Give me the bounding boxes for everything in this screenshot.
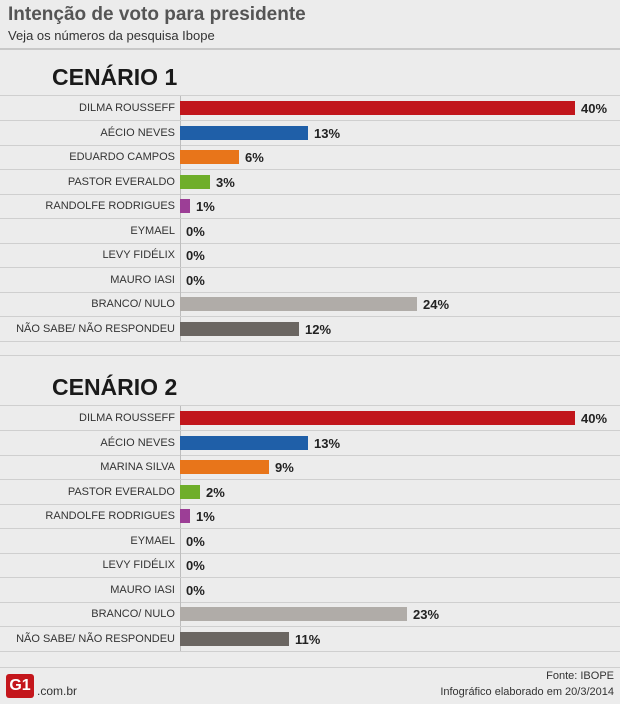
bar bbox=[180, 101, 575, 115]
bar bbox=[180, 297, 417, 311]
category-label: AÉCIO NEVES bbox=[100, 436, 175, 449]
bar bbox=[180, 435, 308, 450]
bar-row: MARINA SILVA 9% bbox=[0, 455, 620, 480]
category-label: RANDOLFE RODRIGUES bbox=[45, 200, 175, 212]
bar-row: MAURO IASI 0% bbox=[0, 267, 620, 293]
category-label: MAURO IASI bbox=[110, 583, 175, 596]
value-label: 0% bbox=[186, 558, 205, 573]
bar-row: RANDOLFE RODRIGUES 1% bbox=[0, 194, 620, 219]
section-divider bbox=[0, 355, 620, 356]
value-label: 11% bbox=[295, 631, 321, 647]
bar bbox=[180, 174, 210, 189]
value-label: 2% bbox=[206, 484, 225, 500]
bar-row: DILMA ROUSSEFF 40% bbox=[0, 405, 620, 431]
axis-line bbox=[180, 528, 181, 553]
axis-line bbox=[180, 267, 181, 292]
value-label: 0% bbox=[186, 223, 205, 239]
category-label: DILMA ROUSSEFF bbox=[79, 412, 175, 424]
value-label: 12% bbox=[305, 321, 332, 337]
header-divider bbox=[0, 48, 620, 50]
scenario-1-title: CENÁRIO 1 bbox=[52, 64, 178, 90]
value-label: 0% bbox=[186, 533, 205, 549]
category-label: PASTOR EVERALDO bbox=[67, 175, 175, 188]
category-label: PASTOR EVERALDO bbox=[67, 485, 175, 498]
category-label: MAURO IASI bbox=[110, 273, 175, 286]
bar bbox=[180, 509, 190, 523]
bar-row: BRANCO/ NULO 24% bbox=[0, 292, 620, 317]
value-label: 24% bbox=[423, 297, 450, 312]
bar bbox=[180, 484, 200, 499]
page-subtitle: Veja os números da pesquisa Ibope bbox=[8, 28, 215, 43]
g1-logo[interactable]: G1 bbox=[6, 674, 34, 698]
category-label: LEVY FIDÉLIX bbox=[102, 249, 175, 261]
category-label: DILMA ROUSSEFF bbox=[79, 102, 175, 114]
value-label: 6% bbox=[245, 150, 264, 165]
value-label: 0% bbox=[186, 582, 205, 598]
bar-row: EDUARDO CAMPOS 6% bbox=[0, 145, 620, 170]
bar-row: NÃO SABE/ NÃO RESPONDEU 12% bbox=[0, 316, 620, 342]
bar-row: PASTOR EVERALDO 2% bbox=[0, 479, 620, 505]
value-label: 1% bbox=[196, 509, 215, 524]
category-label: MARINA SILVA bbox=[100, 461, 175, 473]
scenario-2-title: CENÁRIO 2 bbox=[52, 374, 178, 400]
value-label: 3% bbox=[216, 174, 235, 190]
bar-row: AÉCIO NEVES 13% bbox=[0, 120, 620, 146]
bar bbox=[180, 460, 269, 474]
bar-row: NÃO SABE/ NÃO RESPONDEU 11% bbox=[0, 626, 620, 652]
bar bbox=[180, 321, 299, 336]
axis-line bbox=[180, 553, 181, 577]
bar-row: AÉCIO NEVES 13% bbox=[0, 430, 620, 456]
footer-divider bbox=[0, 667, 620, 668]
page-title: Intenção de voto para presidente bbox=[8, 4, 306, 25]
category-label: BRANCO/ NULO bbox=[91, 608, 175, 620]
value-label: 0% bbox=[186, 272, 205, 288]
bar-row: BRANCO/ NULO 23% bbox=[0, 602, 620, 627]
bar bbox=[180, 125, 308, 140]
bar-row: RANDOLFE RODRIGUES 1% bbox=[0, 504, 620, 529]
category-label: EDUARDO CAMPOS bbox=[69, 151, 175, 163]
value-label: 1% bbox=[196, 199, 215, 214]
source-note: Fonte: IBOPE bbox=[546, 670, 614, 682]
category-label: RANDOLFE RODRIGUES bbox=[45, 510, 175, 522]
bar bbox=[180, 150, 239, 164]
axis-line bbox=[180, 218, 181, 243]
value-label: 9% bbox=[275, 460, 294, 475]
bar-row: EYMAEL 0% bbox=[0, 218, 620, 244]
axis-line bbox=[180, 243, 181, 267]
bar-row: LEVY FIDÉLIX 0% bbox=[0, 553, 620, 578]
value-label: 40% bbox=[581, 101, 608, 116]
bar-row: PASTOR EVERALDO 3% bbox=[0, 169, 620, 195]
bar bbox=[180, 607, 407, 621]
logo-domain: .com.br bbox=[37, 684, 78, 698]
category-label: LEVY FIDÉLIX bbox=[102, 559, 175, 571]
bar bbox=[180, 631, 289, 646]
value-label: 40% bbox=[581, 411, 608, 426]
category-label: AÉCIO NEVES bbox=[100, 126, 175, 139]
category-label: NÃO SABE/ NÃO RESPONDEU bbox=[16, 322, 175, 335]
date-note: Infográfico elaborado em 20/3/2014 bbox=[440, 686, 614, 698]
logo-text: G1 bbox=[9, 677, 31, 694]
axis-line bbox=[180, 577, 181, 602]
bar bbox=[180, 411, 575, 425]
category-label: EYMAEL bbox=[130, 224, 175, 237]
category-label: EYMAEL bbox=[130, 534, 175, 547]
value-label: 23% bbox=[413, 607, 440, 622]
bar bbox=[180, 199, 190, 213]
bar-row: MAURO IASI 0% bbox=[0, 577, 620, 603]
value-label: 0% bbox=[186, 248, 205, 263]
category-label: NÃO SABE/ NÃO RESPONDEU bbox=[16, 632, 175, 645]
value-label: 13% bbox=[314, 125, 341, 141]
bar-row: DILMA ROUSSEFF 40% bbox=[0, 95, 620, 121]
bar-row: LEVY FIDÉLIX 0% bbox=[0, 243, 620, 268]
category-label: BRANCO/ NULO bbox=[91, 298, 175, 310]
bar-row: EYMAEL 0% bbox=[0, 528, 620, 554]
value-label: 13% bbox=[314, 435, 341, 451]
